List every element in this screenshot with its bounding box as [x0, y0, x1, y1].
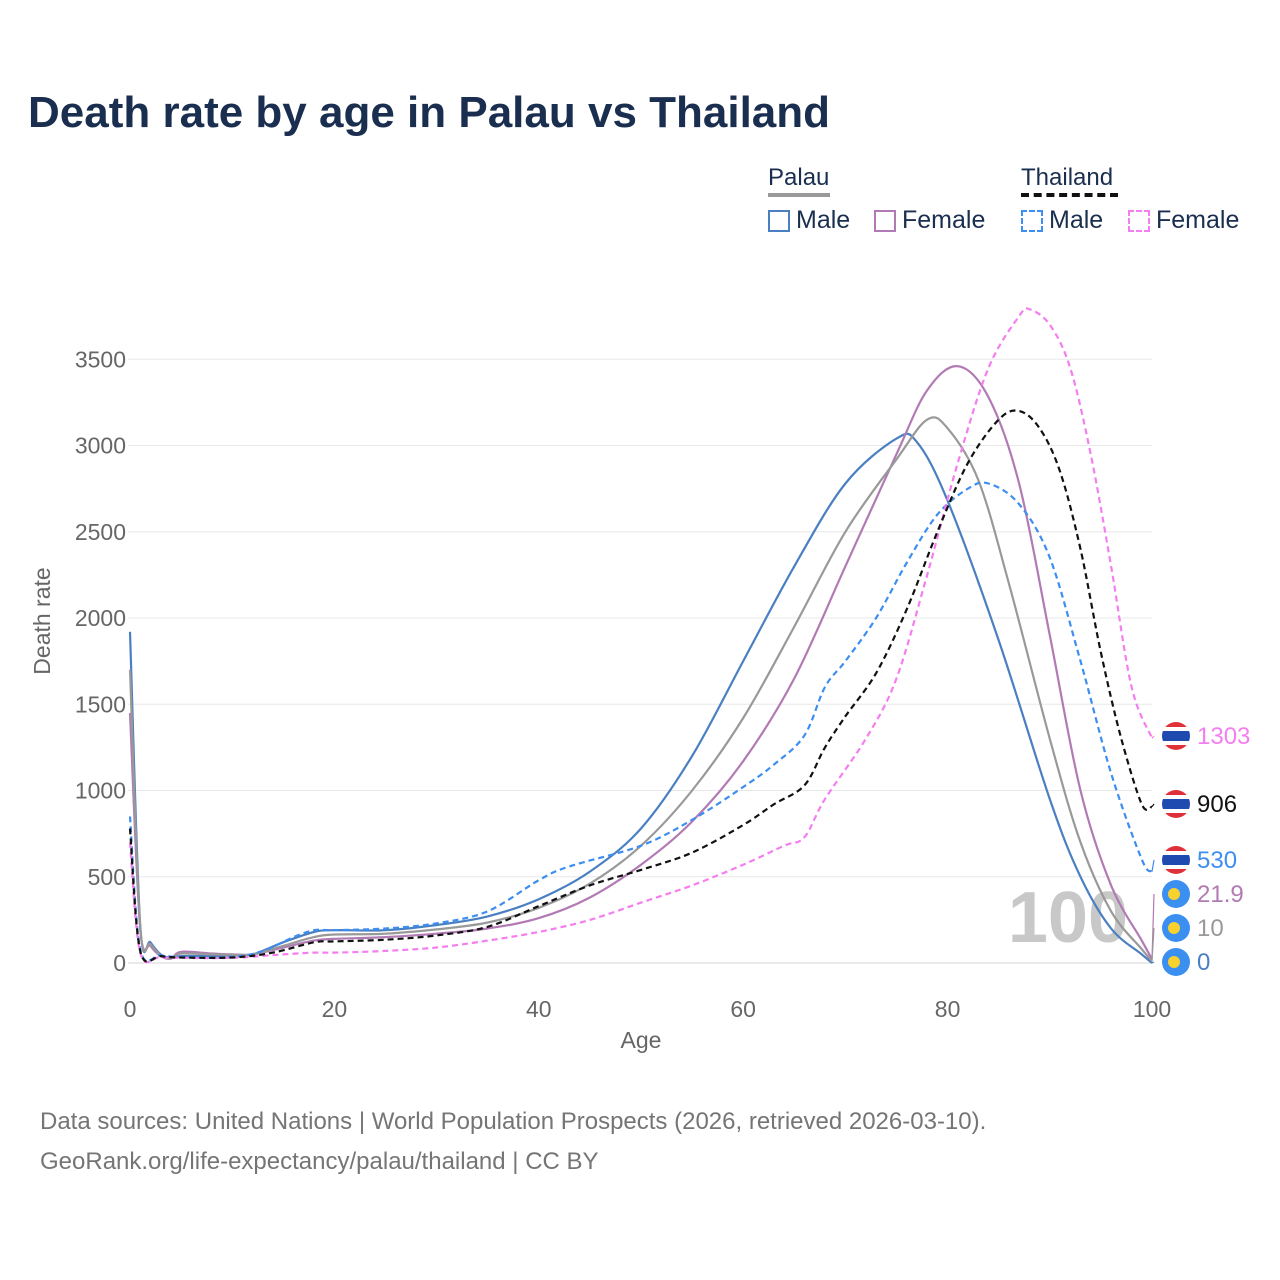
legend-item-thailand-female[interactable]: Female: [1128, 206, 1239, 235]
source-line-1: Data sources: United Nations | World Pop…: [40, 1108, 987, 1135]
legend-group-palau: Palau: [768, 164, 830, 197]
palau-flag-icon: [1162, 880, 1190, 908]
legend-item-palau-female[interactable]: Female: [874, 206, 985, 235]
series-group: [128, 307, 1154, 964]
legend-item-label: Male: [796, 206, 851, 234]
legend-item-label: Female: [1156, 206, 1240, 234]
end-connector-thailand-total: [1151, 803, 1155, 808]
x-tick-label: 100: [1133, 996, 1171, 1022]
end-markers: 0 21.9 10 530 1303 906: [1151, 722, 1250, 976]
series-palau-female[interactable]: [128, 365, 1153, 960]
swatch-icon: [1021, 209, 1043, 232]
grid: [128, 358, 1152, 964]
series-palau-total[interactable]: [128, 416, 1153, 963]
thailand-flag-icon: [1162, 790, 1190, 818]
y-tick-label: 2500: [75, 519, 126, 545]
end-value-palau-male: 0: [1197, 949, 1210, 976]
legend-group-label: Palau: [768, 164, 830, 191]
series-thailand-female[interactable]: [128, 307, 1154, 964]
x-axis-label: Age: [621, 1027, 662, 1053]
x-tick-label: 40: [526, 996, 552, 1022]
y-axis-ticks: 0 500 1000 1500 2000 2500 3000 3500: [75, 346, 126, 976]
x-tick-label: 80: [935, 996, 961, 1022]
series-thailand-total[interactable]: [128, 409, 1153, 963]
series-thailand-male[interactable]: [128, 481, 1153, 962]
palau-flag-icon: [1162, 914, 1190, 942]
y-tick-label: 2000: [75, 605, 126, 631]
swatch-icon: [874, 209, 896, 232]
x-tick-label: 60: [730, 996, 756, 1022]
legend-group-underline: [768, 193, 830, 197]
x-tick-label: 20: [322, 996, 348, 1022]
y-axis-label: Death rate: [29, 567, 55, 674]
thailand-flag-icon: [1162, 846, 1190, 874]
end-value-palau-total: 10: [1197, 915, 1224, 942]
y-tick-label: 3000: [75, 433, 126, 459]
x-axis-ticks: 0 20 40 60 80 100: [124, 996, 1172, 1022]
legend-item-label: Female: [902, 206, 986, 234]
series-palau-male[interactable]: [128, 432, 1153, 964]
legend-item-label: Male: [1049, 206, 1104, 234]
legend-item-thailand-male[interactable]: Male: [1021, 206, 1103, 235]
chart-title: Death rate by age in Palau vs Thailand: [28, 88, 831, 137]
watermark: 100: [1008, 878, 1128, 958]
y-tick-label: 0: [113, 950, 126, 976]
legend-group-label: Thailand: [1021, 164, 1114, 191]
end-connector-thailand-female: [1151, 735, 1155, 739]
end-connector-palau-male: [1151, 961, 1155, 964]
thailand-flag-icon: [1162, 722, 1190, 750]
swatch-icon: [1128, 209, 1150, 232]
x-tick-label: 0: [124, 996, 137, 1022]
end-connector-palau-total: [1151, 927, 1155, 962]
y-tick-label: 1000: [75, 778, 126, 804]
palau-flag-icon: [1162, 948, 1190, 976]
legend-item-palau-male[interactable]: Male: [768, 206, 850, 235]
swatch-icon: [768, 209, 790, 232]
end-value-palau-female: 21.9: [1197, 881, 1244, 908]
end-value-thailand-male: 530: [1197, 847, 1237, 874]
y-tick-label: 3500: [75, 346, 126, 372]
y-tick-label: 1500: [75, 691, 126, 717]
source-line-2[interactable]: GeoRank.org/life-expectancy/palau/thaila…: [40, 1148, 599, 1175]
y-tick-label: 500: [88, 864, 126, 890]
end-value-thailand-total: 906: [1197, 791, 1237, 818]
end-connector-thailand-male: [1151, 859, 1155, 872]
end-value-thailand-female: 1303: [1197, 723, 1250, 750]
legend-group-thailand: Thailand: [1021, 164, 1118, 197]
legend-group-underline: [1021, 193, 1118, 197]
